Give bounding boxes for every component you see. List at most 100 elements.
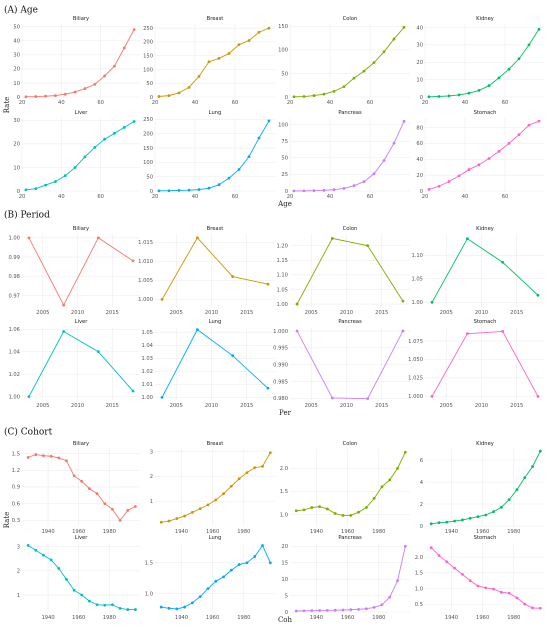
data-point	[322, 188, 326, 192]
data-point	[134, 505, 137, 508]
x-tick-label: 1960	[72, 615, 85, 621]
data-point	[302, 508, 306, 512]
data-point	[341, 513, 345, 517]
x-tick-label: 2010	[205, 310, 218, 316]
data-point	[257, 136, 261, 140]
data-point	[461, 572, 464, 576]
data-point	[437, 554, 441, 557]
data-point	[326, 608, 329, 612]
y-tick-label: 40	[416, 157, 423, 163]
x-tick-label: 2005	[170, 310, 183, 316]
data-point	[392, 37, 396, 41]
y-tick-label: 40	[13, 39, 20, 45]
panel-stomach: Stomach 0.5 1.0 1.5 2.0 1940 1960 1980	[415, 535, 545, 621]
y-tick-label: 1.00	[141, 395, 153, 401]
x-tick-label: 1980	[507, 529, 520, 535]
data-point	[382, 159, 386, 162]
panel-title: Colon	[343, 441, 358, 447]
data-point	[96, 236, 100, 240]
x-tick-label: 60	[97, 194, 104, 200]
data-point	[403, 544, 407, 548]
data-point	[26, 455, 30, 459]
panel-colon: Colon 1.0 1.5 2.0 1940 1960 1980	[280, 441, 410, 535]
panel-pancreas: Pancreas 0 5 10 15 20 1940 1960 1980	[281, 535, 410, 621]
data-point	[49, 454, 53, 458]
y-tick-label: 1.10	[411, 253, 423, 259]
data-point	[160, 297, 164, 301]
panel-title: Liver	[75, 110, 89, 116]
data-point	[401, 299, 405, 303]
panel-liver: Liver 1.00 1.02 1.04 1.06 2005 2010 2015	[8, 319, 140, 409]
data-point	[312, 94, 316, 97]
data-point	[457, 93, 461, 97]
panel-lung: Lung 0 50 100 150 200 250 20 40 60	[143, 110, 275, 200]
data-point	[484, 513, 488, 517]
data-point	[229, 484, 233, 488]
y-tick-label: 1.005	[138, 278, 153, 284]
panel-biliary: Biliary 0.3 0.6 0.9 1.2 1.5 1940 1960 1980	[12, 441, 140, 535]
data-point	[388, 478, 392, 482]
data-point	[118, 606, 122, 610]
panel-title: Breast	[207, 441, 224, 447]
data-point	[372, 606, 376, 609]
data-point	[467, 91, 471, 95]
data-point	[231, 275, 235, 278]
data-point	[484, 586, 488, 590]
data-point	[349, 513, 353, 517]
data-point	[318, 505, 322, 509]
y-tick-label: 30	[416, 43, 423, 49]
y-tick-label: 1.5	[415, 571, 423, 577]
panel-liver: Liver 0 10 20 30 20 40 60	[13, 110, 140, 200]
y-tick-label: 1.04	[141, 343, 153, 349]
data-point	[62, 303, 66, 307]
panel-title: Pancreas	[338, 319, 362, 325]
data-point	[292, 95, 296, 99]
series-line	[296, 237, 404, 305]
y-tick-label: 1.000	[408, 394, 423, 400]
y-tick-label: 1.5	[145, 561, 153, 567]
y-tick-label: 100	[143, 67, 153, 73]
x-tick-label: 20	[19, 194, 26, 200]
y-tick-label: 0	[150, 189, 153, 195]
data-point	[318, 609, 322, 612]
data-point	[167, 519, 171, 523]
data-point	[195, 236, 199, 240]
section-title: (C) Cohort	[4, 427, 53, 438]
panel-breast: Breast 0 50 100 150 200 250 20 40 60	[143, 16, 275, 106]
x-tick-label: 1960	[206, 615, 219, 621]
y-tick-label: 2	[150, 474, 153, 480]
x-tick-label: 20	[152, 194, 159, 200]
series-line	[431, 330, 539, 397]
data-point	[245, 561, 249, 565]
y-tick-label: 20	[416, 60, 423, 66]
x-tick-label: 2015	[240, 310, 253, 316]
x-tick-label: 1980	[237, 615, 250, 621]
panel-title: Kidney	[476, 226, 494, 232]
y-tick-label: 15	[281, 561, 288, 567]
y-tick-label: 0.98	[8, 274, 20, 280]
data-point	[83, 155, 87, 159]
x-tick-label: 2010	[340, 310, 353, 316]
data-point	[468, 516, 472, 520]
y-tick-label: 50	[281, 156, 288, 162]
section-title: (B) Period	[4, 210, 50, 221]
y-tick-label: 50	[13, 25, 20, 31]
section-title: (A) Age	[4, 5, 38, 16]
panel-pancreas: Pancreas 0 25 50 75 100 20 40 60	[278, 110, 410, 200]
x-tick-label: 1960	[341, 615, 354, 621]
x-tick-label: 1940	[310, 529, 323, 535]
data-point	[253, 555, 257, 558]
x-tick-label: 1960	[341, 529, 354, 535]
data-point	[326, 507, 329, 511]
data-point	[159, 605, 163, 609]
y-tick-label: 50	[146, 81, 153, 87]
y-tick-label: 20	[281, 544, 288, 550]
y-tick-label: 0	[285, 610, 288, 616]
data-point	[332, 89, 336, 93]
data-point	[402, 119, 406, 123]
data-point	[382, 50, 386, 54]
y-tick-label: 60	[416, 141, 423, 147]
y-tick-label: 1.02	[8, 372, 20, 378]
x-tick-label: 1940	[175, 615, 188, 621]
data-point	[83, 87, 87, 90]
